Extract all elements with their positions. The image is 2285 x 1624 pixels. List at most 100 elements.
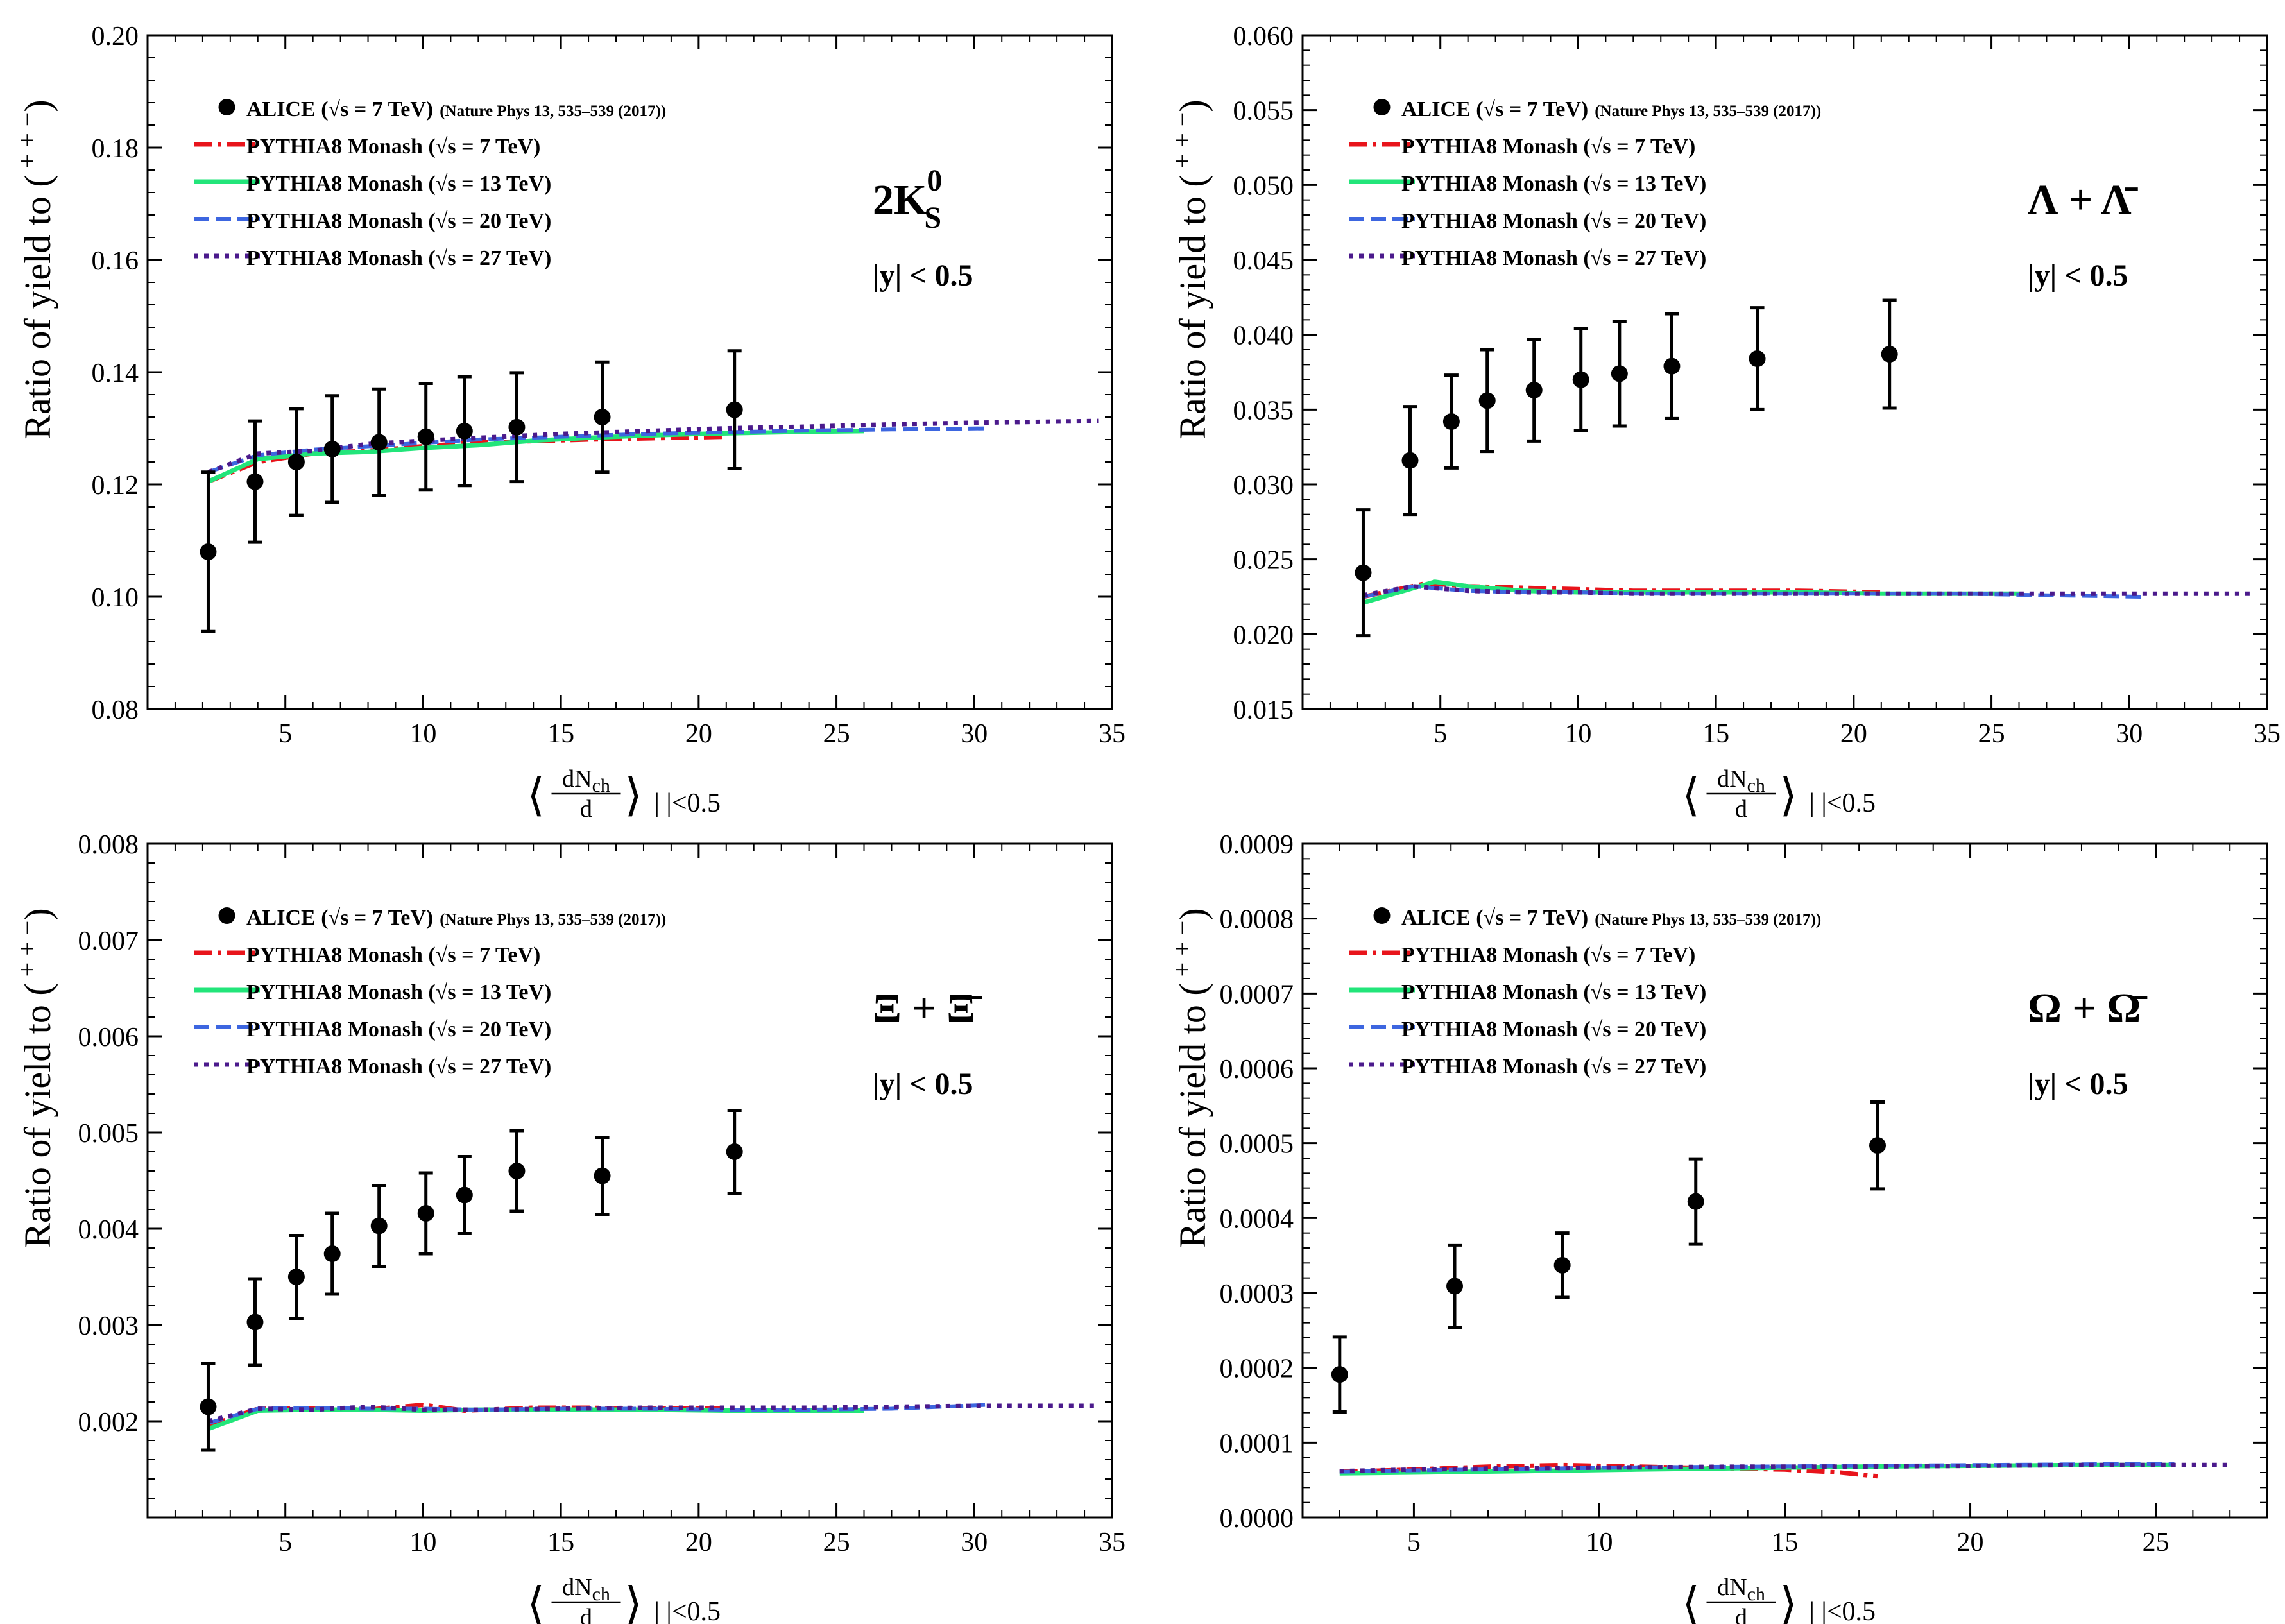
x-tick-label: 5	[278, 719, 292, 749]
legend-ref: (Nature Phys 13, 535–539 (2017))	[1595, 911, 1821, 928]
y-tick-label: 0.015	[1233, 696, 1294, 725]
legend-label: PYTHIA8 Monash (√s = 20 TeV)	[1401, 1018, 1706, 1041]
chart-panel-bottom-right: 5 10 15 20 25 0.0000 0.0001 0.0002 0.0003 0.0004 0…	[1168, 830, 2268, 1624]
data-point	[1663, 357, 1681, 375]
x-axis-title-num-main: dN	[1717, 1574, 1747, 1601]
y-axis-title: Ratio of yield to ( + + −)	[13, 99, 58, 439]
x-axis-bracket-left: ⟨	[527, 1580, 545, 1624]
y-axis-title-sup: + + −	[1168, 112, 1197, 175]
series-line-4	[207, 1403, 1099, 1424]
data-point	[1553, 1256, 1571, 1274]
legend-entry: PYTHIA8 Monash (√s = 13 TeV)	[246, 172, 551, 196]
x-axis-title-num: dNch	[562, 1574, 610, 1605]
y-tick-label: 0.006	[78, 1023, 139, 1052]
series-line-1	[1339, 1462, 1878, 1479]
x-tick-label: 20	[1840, 719, 1867, 749]
series-line-2	[207, 1407, 864, 1432]
legend-label: PYTHIA8 Monash (√s = 7 TeV)	[1401, 943, 1695, 967]
data-point	[287, 454, 305, 470]
x-tick-label: 30	[961, 719, 988, 749]
data-point	[456, 422, 473, 440]
x-axis-title-num-main: dN	[1717, 765, 1747, 792]
data-point	[370, 434, 388, 451]
legend-label: PYTHIA8 Monash (√s = 20 TeV)	[246, 1018, 551, 1041]
legend-entry: ALICE (√s = 7 TeV) (Nature Phys 13, 535–5…	[1401, 906, 1821, 930]
x-axis-title-tail: | |<0.5	[655, 1597, 721, 1624]
legend-marker	[1373, 99, 1391, 115]
legend-entry: PYTHIA8 Monash (√s = 7 TeV)	[246, 943, 540, 967]
legend-label: PYTHIA8 Monash (√s = 7 TeV)	[1401, 135, 1695, 158]
legend-label: PYTHIA8 Monash (√s = 27 TeV)	[246, 246, 551, 270]
rapidity-cut-label: |y| < 0.5	[873, 1067, 973, 1101]
legend-entry: PYTHIA8 Monash (√s = 20 TeV)	[246, 1018, 551, 1041]
data-point	[246, 1313, 264, 1331]
x-axis-title-num-sub: ch	[1747, 775, 1765, 796]
y-axis-title-main: Ratio of yield to (	[1172, 983, 1213, 1247]
y-axis-title-main: Ratio of yield to (	[17, 175, 58, 439]
particle-annotation: Ξ + Ξ̄	[873, 985, 982, 1032]
data-point	[200, 1398, 217, 1415]
x-tick-label: 35	[1099, 719, 1125, 749]
x-tick-label: 5	[1407, 1528, 1421, 1557]
y-tick-label: 0.005	[78, 1119, 139, 1149]
particle-annotation: Λ + Λ̄	[2028, 176, 2139, 223]
legend-ref: (Nature Phys 13, 535–539 (2017))	[1595, 103, 1821, 120]
y-tick-label: 0.14	[92, 359, 139, 388]
legend-label: ALICE (√s = 7 TeV)	[1401, 98, 1588, 121]
chart-panel-top-left: 5 10 15 20 25 30 35 0.08 0.10 0.12 0.14 0.16 0.18 0.2…	[13, 22, 1125, 823]
legend-marker	[218, 907, 235, 924]
y-tick-label: 0.025	[1233, 546, 1294, 576]
y-axis-title-sup: + + −	[13, 921, 42, 984]
x-axis-title-num-main: dN	[562, 1574, 592, 1601]
y-tick-label: 0.0001	[1220, 1429, 1294, 1458]
y-axis-title-main: Ratio of yield to (	[1172, 175, 1213, 439]
particle-annotation: 2K0 S	[873, 164, 942, 235]
data-point	[1572, 371, 1589, 388]
data-point	[246, 473, 264, 490]
y-tick-label: 0.035	[1233, 396, 1294, 425]
x-axis-title-num: dNch	[1717, 765, 1765, 796]
x-axis-title-den: d	[1735, 796, 1747, 823]
rapidity-cut-label: |y| < 0.5	[2028, 1067, 2128, 1101]
y-tick-label: 0.18	[92, 134, 139, 164]
legend-label: PYTHIA8 Monash (√s = 27 TeV)	[1401, 1055, 1706, 1079]
y-tick-label: 0.004	[78, 1215, 139, 1245]
legend-entry: PYTHIA8 Monash (√s = 27 TeV)	[1401, 1055, 1706, 1079]
legend-label: PYTHIA8 Monash (√s = 7 TeV)	[246, 135, 540, 158]
x-axis-title-tail: | |<0.5	[1810, 1597, 1876, 1624]
y-axis-title: Ratio of yield to ( + + −)	[1168, 908, 1213, 1247]
x-axis-title-num-sub: ch	[1747, 1584, 1765, 1605]
x-tick-label: 10	[1564, 719, 1591, 749]
y-tick-label: 0.045	[1233, 246, 1294, 276]
legend-entry: PYTHIA8 Monash (√s = 13 TeV)	[1401, 980, 1706, 1004]
x-tick-label: 25	[2143, 1528, 2169, 1557]
data-point	[508, 1163, 526, 1179]
x-tick-label: 35	[1099, 1528, 1125, 1557]
chart-panel-top-right: 5 10 15 20 25 30 35 0.015 0.020 0.025 0.030 0.035 0.…	[1168, 22, 2281, 823]
particle-annotation: Ω + Ω̄	[2028, 985, 2148, 1032]
y-tick-label: 0.16	[92, 246, 139, 276]
data-point	[1401, 452, 1419, 469]
x-axis-title-tail: | |<0.5	[1810, 789, 1876, 818]
legend-label: PYTHIA8 Monash (√s = 20 TeV)	[246, 209, 551, 233]
legend-entry: PYTHIA8 Monash (√s = 27 TeV)	[246, 246, 551, 270]
x-axis-title-num: dNch	[562, 765, 610, 796]
legend-entry: PYTHIA8 Monash (√s = 13 TeV)	[1401, 172, 1706, 196]
x-tick-label: 25	[823, 1528, 850, 1557]
x-tick-label: 10	[409, 719, 436, 749]
legend-ref: (Nature Phys 13, 535–539 (2017))	[440, 103, 666, 120]
y-tick-label: 0.0000	[1220, 1504, 1294, 1534]
x-tick-label: 30	[961, 1528, 988, 1557]
legend-entry: PYTHIA8 Monash (√s = 27 TeV)	[1401, 246, 1706, 270]
series-line-3	[1339, 1462, 2175, 1474]
particle-annotation-main: Ω + Ω̄	[2028, 985, 2148, 1032]
y-axis-title: Ratio of yield to ( + + −)	[13, 908, 58, 1247]
x-tick-label: 30	[2116, 719, 2143, 749]
data-point	[594, 409, 611, 425]
series-line-4	[207, 418, 1099, 475]
y-tick-label: 0.0004	[1220, 1204, 1294, 1234]
legend-entry: PYTHIA8 Monash (√s = 27 TeV)	[246, 1055, 551, 1079]
data-point	[323, 440, 341, 457]
x-tick-label: 35	[2254, 719, 2281, 749]
